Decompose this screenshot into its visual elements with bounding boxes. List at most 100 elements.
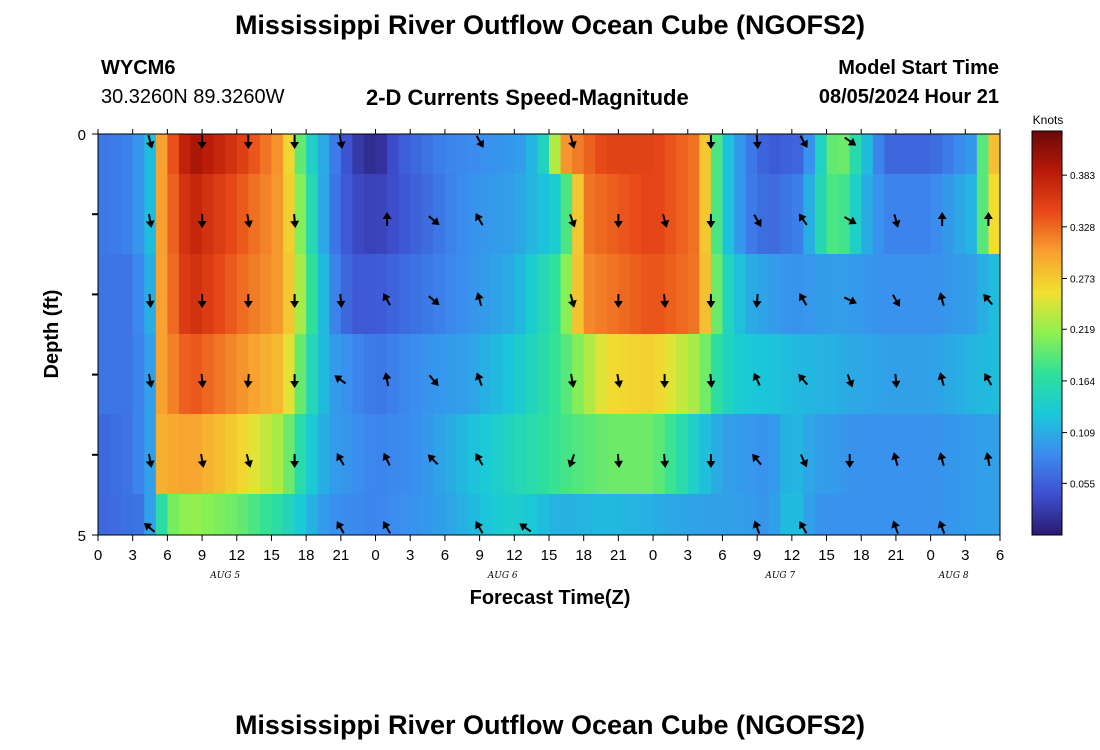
- current-arrow: [428, 295, 440, 306]
- current-arrow: [984, 373, 993, 386]
- heatmap-cell: [340, 254, 354, 334]
- colorbar-tick-label: 0.055: [1070, 479, 1095, 490]
- heatmap-cell: [757, 334, 770, 414]
- heatmap-cell: [780, 334, 793, 414]
- arrow-head: [706, 380, 716, 388]
- heatmap-cell: [202, 174, 215, 254]
- heatmap-cell: [907, 414, 920, 494]
- arrow-head: [519, 523, 528, 532]
- heatmap-cell: [618, 414, 631, 494]
- heatmap-cell: [144, 334, 157, 414]
- current-arrow: [798, 213, 808, 226]
- heatmap-cell: [930, 334, 943, 414]
- heatmap-cell: [525, 134, 539, 174]
- heatmap-cell: [468, 494, 481, 535]
- footer-title: Mississippi River Outflow Ocean Cube (NG…: [234, 710, 866, 740]
- heatmap-cell: [398, 414, 411, 494]
- heatmap-cell: [791, 254, 805, 334]
- heatmap-cell: [202, 254, 215, 334]
- current-arrow: [568, 293, 577, 308]
- heatmap-cell: [734, 134, 747, 174]
- heatmap-cell: [491, 334, 504, 414]
- current-arrow: [845, 374, 855, 388]
- arrow-head: [706, 221, 716, 228]
- heatmap-cell: [479, 494, 492, 535]
- arrow-head: [847, 137, 857, 146]
- current-arrow: [891, 452, 900, 467]
- heatmap-cell: [329, 414, 342, 494]
- heatmap-cell: [606, 174, 619, 254]
- heatmap-cell: [317, 134, 330, 174]
- heatmap-cell: [942, 134, 955, 174]
- heatmap-cell: [583, 174, 596, 254]
- arrow-head: [799, 521, 807, 530]
- arrow-head: [706, 461, 716, 468]
- current-arrow: [891, 520, 900, 534]
- heatmap-cell: [167, 254, 180, 334]
- heatmap-cell: [722, 174, 735, 254]
- current-arrow: [983, 293, 994, 306]
- heatmap-cell: [352, 254, 365, 334]
- heatmap-cell: [375, 254, 388, 334]
- current-arrow: [799, 454, 808, 468]
- arrow-head: [752, 300, 762, 308]
- heatmap-cell: [479, 414, 492, 494]
- heatmap-cell: [306, 334, 319, 414]
- heatmap-cell: [398, 334, 411, 414]
- heatmap-cell: [213, 494, 226, 535]
- heatmap-cell: [618, 254, 631, 334]
- heatmap-cell: [514, 494, 527, 535]
- arrow-head: [799, 293, 807, 302]
- heatmap-cell: [317, 494, 330, 535]
- current-arrow: [243, 373, 253, 388]
- heatmap-cell: [734, 254, 747, 334]
- heatmap-cell: [121, 334, 134, 414]
- arrow-head: [937, 520, 947, 529]
- heatmap-cell: [121, 174, 134, 254]
- heatmap-cell: [838, 134, 851, 174]
- heatmap-cell: [895, 494, 909, 535]
- x-tick-label: 21: [888, 547, 905, 564]
- heatmap-cell: [653, 134, 666, 174]
- heatmap-cell: [895, 414, 909, 494]
- current-arrow: [983, 452, 993, 467]
- heatmap-cell: [919, 174, 932, 254]
- heatmap-cell: [283, 334, 296, 414]
- heatmap-cell: [791, 174, 805, 254]
- x-tick-label: 21: [610, 547, 627, 564]
- heatmap-cell: [676, 414, 689, 494]
- heatmap-cell: [595, 134, 608, 174]
- current-arrow: [290, 454, 300, 468]
- heatmap-cell: [676, 254, 689, 334]
- heatmap-cell: [167, 174, 180, 254]
- x-tick-label: 18: [298, 547, 315, 564]
- heatmap-cell: [479, 254, 492, 334]
- heatmap-cell: [352, 414, 365, 494]
- heatmap-cell: [514, 134, 527, 174]
- heatmap-cell: [618, 174, 631, 254]
- arrow-head: [145, 140, 155, 149]
- arrow-head: [568, 219, 577, 228]
- x-tick-label: 0: [94, 547, 102, 564]
- current-arrow: [614, 373, 624, 388]
- arrow-head: [197, 142, 207, 149]
- heatmap-cell: [560, 174, 573, 254]
- heatmap-cell: [953, 254, 966, 334]
- current-arrow: [799, 135, 808, 148]
- heatmap-cell: [884, 174, 897, 254]
- arrow-head: [474, 292, 484, 301]
- heatmap-cell: [340, 174, 354, 254]
- current-arrow: [937, 212, 947, 226]
- heatmap-cell: [213, 414, 226, 494]
- arrow-head: [336, 141, 346, 149]
- current-arrow: [844, 136, 857, 146]
- heatmap-cell: [803, 414, 816, 494]
- heatmap-cell: [225, 414, 238, 494]
- heatmap-cell: [595, 414, 608, 494]
- current-arrow: [145, 134, 155, 149]
- arrow-head: [937, 212, 947, 219]
- heatmap-cell: [352, 494, 365, 535]
- heatmap-cell: [965, 494, 978, 535]
- heatmap-cell: [352, 174, 365, 254]
- heatmap-cell: [294, 174, 307, 254]
